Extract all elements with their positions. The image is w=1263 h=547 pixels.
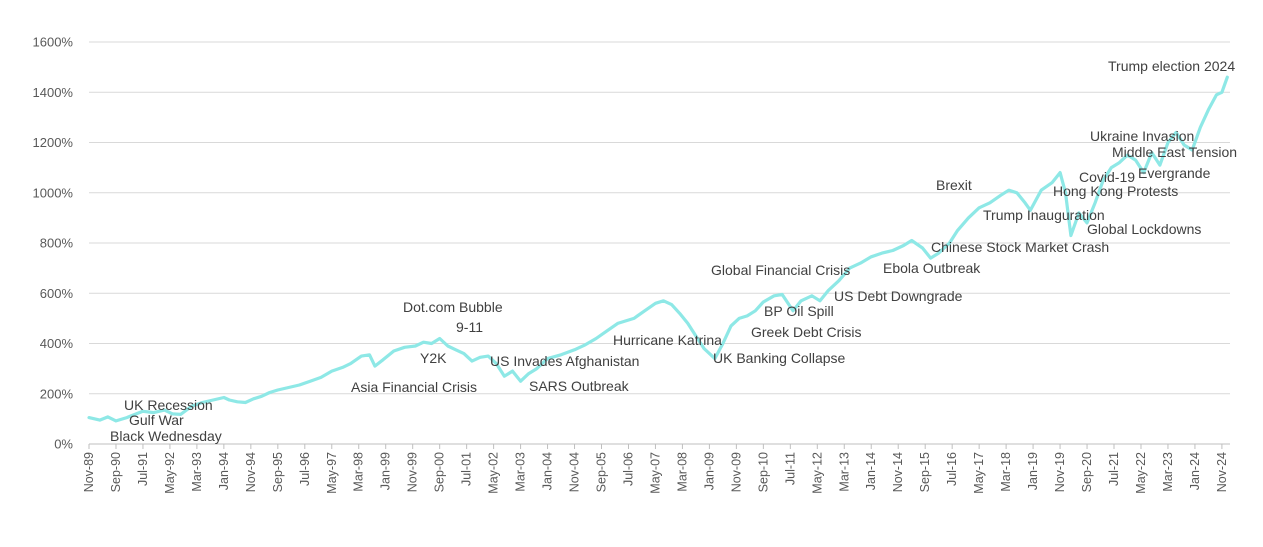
x-tick-label: Mar-03 (514, 452, 528, 492)
y-tick-label: 600% (40, 286, 74, 301)
series-layer (87, 75, 1229, 423)
y-tick-label: 0% (54, 437, 73, 452)
annotation-label: Global Financial Crisis (711, 262, 850, 278)
x-tick-label: Sep-95 (271, 452, 285, 492)
annotation-label: Trump Inauguration (983, 207, 1105, 223)
x-tick-label: May-22 (1134, 452, 1148, 494)
annotation-label: Trump election 2024 (1108, 58, 1235, 74)
y-tick-label: 200% (40, 386, 74, 401)
x-tick-label: Nov-09 (729, 452, 743, 492)
x-tick-label: Mar-93 (190, 452, 204, 492)
x-tick-label: May-02 (487, 452, 501, 494)
x-tick-label: Nov-94 (244, 452, 258, 492)
y-axis: 0% 200% 400% 600% 800% 1000% 1200% 1400% 1600% (33, 35, 74, 452)
x-tick-label: Jul-01 (460, 452, 474, 486)
annotation-label: Evergrande (1138, 165, 1211, 181)
x-tick-label: Sep-15 (918, 452, 932, 492)
y-tick-label: 400% (40, 336, 74, 351)
x-tick-label: Jan-19 (1026, 452, 1040, 490)
annotation-label: Dot.com Bubble (403, 299, 503, 315)
x-tick-label: Nov-19 (1053, 452, 1067, 492)
x-tick-label: Jul-06 (621, 452, 635, 486)
annotation-label: Hong Kong Protests (1053, 183, 1178, 199)
annotation-label: Ebola Outbreak (883, 260, 981, 276)
annotation-label: UK Recession (124, 397, 213, 413)
x-tick-label: Jan-24 (1188, 452, 1202, 490)
x-tick-label: May-92 (163, 452, 177, 494)
x-tick-label: Mar-18 (999, 452, 1013, 492)
x-tick-label: Nov-14 (891, 452, 905, 492)
y-tick-label: 1200% (33, 135, 74, 150)
y-tick-label: 800% (40, 236, 74, 251)
x-tick-label: Sep-10 (756, 452, 770, 492)
x-tick-label: Sep-05 (595, 452, 609, 492)
annotation-label: Hurricane Katrina (613, 332, 722, 348)
x-tick-label: Nov-24 (1215, 452, 1229, 492)
x-tick-label: Mar-23 (1161, 452, 1175, 492)
x-tick-label: May-97 (325, 452, 339, 494)
x-tick-label: Jul-21 (1107, 452, 1121, 486)
annotation-label: Chinese Stock Market Crash (931, 239, 1109, 255)
x-tick-label: Jan-94 (217, 452, 231, 490)
x-tick-label: Jul-96 (298, 452, 312, 486)
annotation-label: US Invades Afghanistan (490, 353, 639, 369)
annotation-label: Ukraine Invasion (1090, 128, 1194, 144)
annotation-label: Asia Financial Crisis (351, 379, 477, 395)
annotation-label: UK Banking Collapse (713, 350, 846, 366)
x-tick-label: Jul-16 (945, 452, 959, 486)
annotation-label: 9-11 (456, 319, 483, 335)
x-tick-label: Nov-04 (568, 452, 582, 492)
annotation-label: Middle East Tension (1112, 144, 1237, 160)
x-tick-label: Jan-14 (864, 452, 878, 490)
x-tick-label: Sep-90 (109, 452, 123, 492)
x-tick-label: May-17 (972, 452, 986, 494)
y-tick-label: 1000% (33, 185, 74, 200)
y-tick-label: 1400% (33, 85, 74, 100)
x-tick-label: Nov-89 (82, 452, 96, 492)
x-tick-label: Mar-13 (837, 452, 851, 492)
x-tick-label: Jul-11 (783, 452, 797, 485)
x-tick-label: Sep-20 (1080, 452, 1094, 492)
annotation-label: Y2K (420, 350, 447, 366)
annotation-label: Brexit (936, 177, 972, 193)
annotation-label: US Debt Downgrade (834, 288, 963, 304)
x-tick-label: Nov-99 (406, 452, 420, 492)
x-tick-label: Sep-00 (433, 452, 447, 492)
annotation-label: BP Oil Spill (764, 303, 834, 319)
annotation-label: SARS Outbreak (529, 378, 630, 394)
x-tick-label: Mar-08 (675, 452, 689, 492)
x-tick-label: Mar-98 (352, 452, 366, 492)
annotation-label: Global Lockdowns (1087, 221, 1201, 237)
x-tick-label: May-12 (810, 452, 824, 494)
x-tick-label: Jul-91 (136, 452, 150, 486)
gridlines (89, 41, 1230, 445)
annotation-label: Gulf War (129, 412, 184, 428)
x-tick-label: Jan-99 (379, 452, 393, 490)
x-tick-label: Jan-09 (702, 452, 716, 490)
x-tick-label: May-07 (648, 452, 662, 494)
annotation-label: Covid-19 (1079, 169, 1135, 185)
y-tick-label: 1600% (33, 35, 74, 50)
annotation-label: Black Wednesday (110, 428, 222, 444)
series-line (87, 75, 1229, 423)
x-tick-label: Jan-04 (541, 452, 555, 490)
x-axis: Nov-89 Sep-90 Jul-91 May-92 Mar-93 Jan-94 Nov-… (82, 444, 1229, 494)
annotation-label: Greek Debt Crisis (751, 324, 861, 340)
